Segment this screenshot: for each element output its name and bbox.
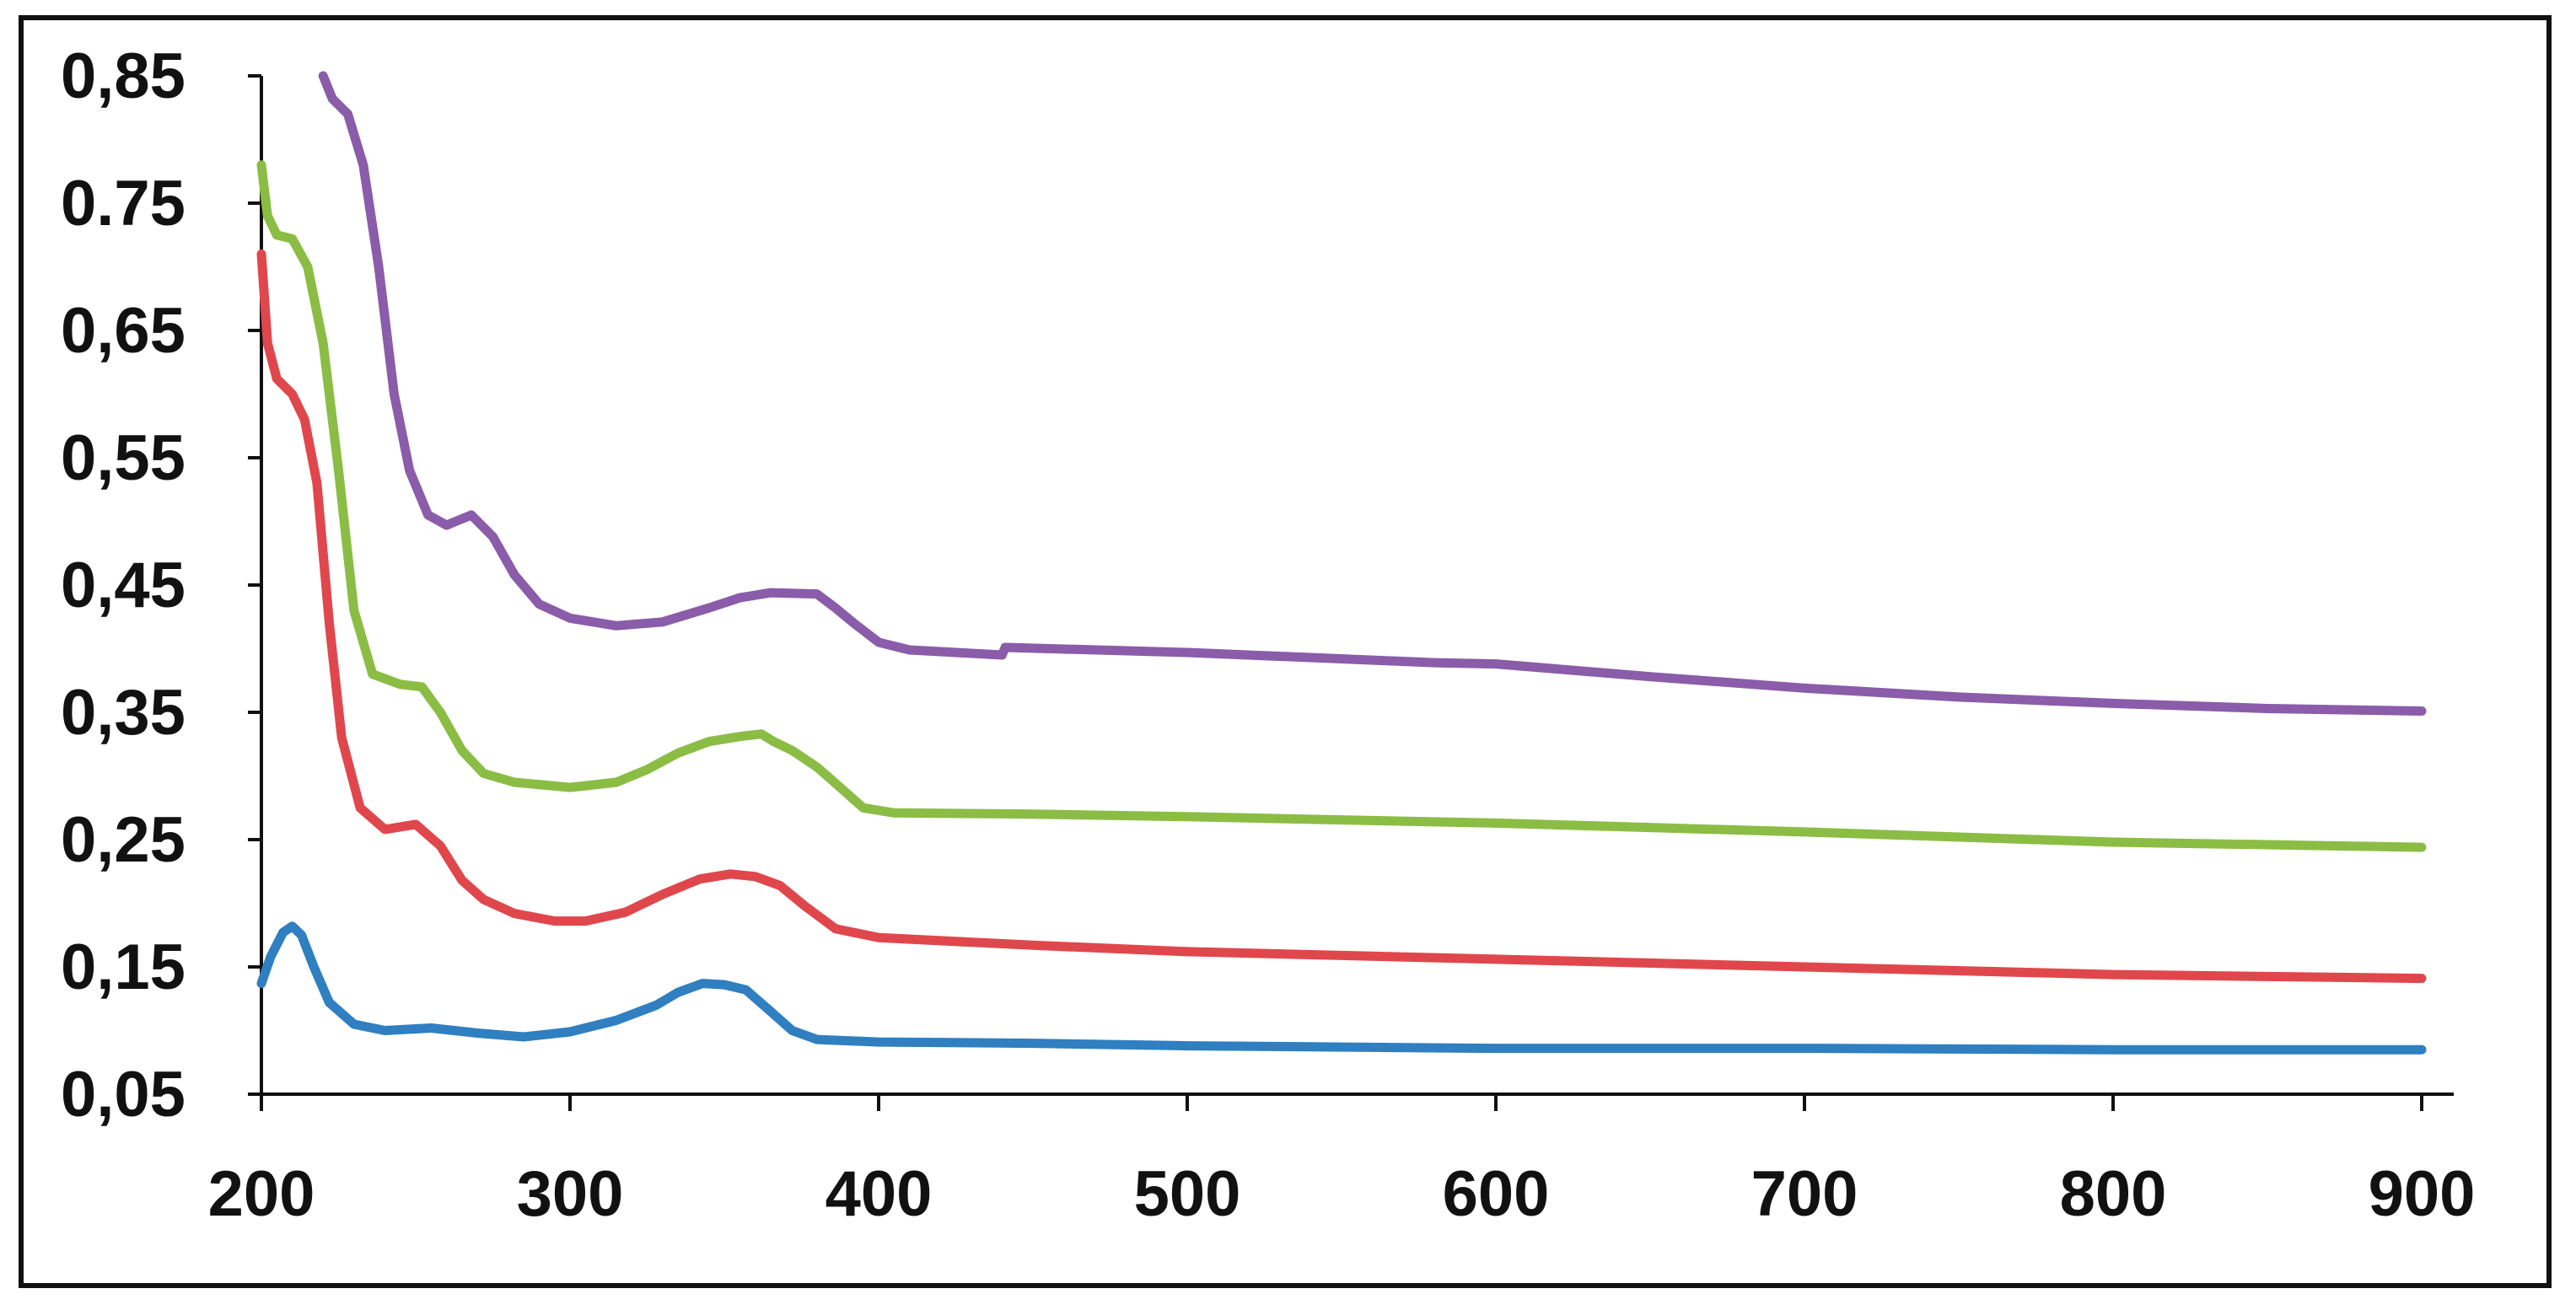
series-group xyxy=(256,71,2427,1055)
y-tick-label: 0,05 xyxy=(61,1059,186,1130)
chart-frame: 0,05 0,15 0,25 0,35 0,45 0,55 0,65 0.75 0,85 200… xyxy=(19,15,2552,1288)
y-tick-label: 0,85 xyxy=(61,40,186,112)
y-tick-label: 0,65 xyxy=(61,295,186,367)
series-line-blue xyxy=(256,921,2427,1055)
y-tick-label: 0,45 xyxy=(61,550,186,621)
series-line-purple xyxy=(318,71,2427,716)
x-axis-ticks: 200 300 400 500 600 700 800 900 xyxy=(208,1094,2476,1230)
x-tick-label: 200 xyxy=(208,1158,315,1230)
series-line-red xyxy=(256,249,2427,984)
x-tick-label: 400 xyxy=(826,1158,933,1230)
x-tick-label: 600 xyxy=(1443,1158,1550,1230)
x-tick-label: 900 xyxy=(2369,1158,2476,1230)
x-tick-label: 300 xyxy=(517,1158,624,1230)
series-line-green xyxy=(256,160,2427,852)
x-tick-label: 800 xyxy=(2060,1158,2167,1230)
x-tick-label: 700 xyxy=(1751,1158,1858,1230)
y-tick-label: 0,15 xyxy=(61,931,186,1003)
y-tick-label: 0,35 xyxy=(61,677,186,749)
y-axis-ticks: 0,05 0,15 0,25 0,35 0,45 0,55 0,65 0.75 0,85 xyxy=(61,40,261,1130)
y-tick-label: 0,55 xyxy=(61,422,186,494)
y-tick-label: 0,25 xyxy=(61,804,186,876)
line-chart: 0,05 0,15 0,25 0,35 0,45 0,55 0,65 0.75 0,85 200… xyxy=(61,40,2476,1230)
y-tick-label: 0.75 xyxy=(61,168,186,239)
x-tick-label: 500 xyxy=(1134,1158,1241,1230)
